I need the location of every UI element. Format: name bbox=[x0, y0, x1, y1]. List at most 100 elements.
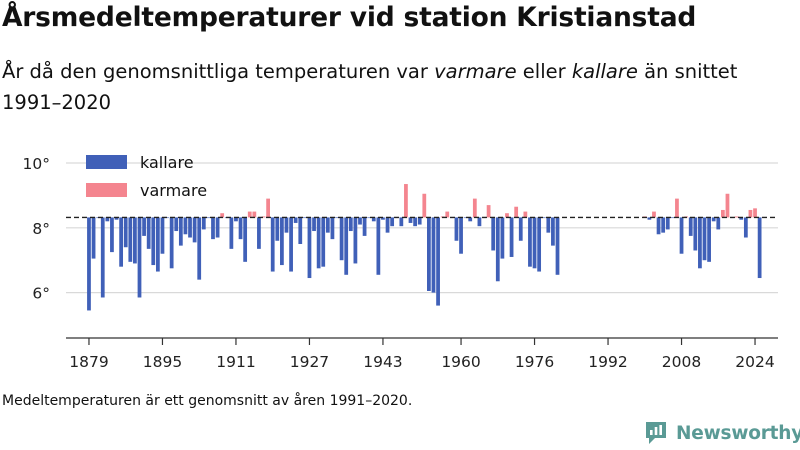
x-tick-label: 1895 bbox=[143, 353, 182, 371]
bar bbox=[211, 217, 215, 240]
bar bbox=[702, 217, 707, 261]
bar bbox=[509, 217, 514, 257]
x-tick-label: 1911 bbox=[216, 353, 255, 371]
bar bbox=[753, 208, 757, 218]
bar bbox=[321, 217, 326, 267]
bar bbox=[537, 217, 542, 272]
bar bbox=[339, 217, 344, 261]
bar bbox=[312, 217, 316, 232]
bar bbox=[675, 198, 679, 218]
bar bbox=[201, 217, 206, 230]
brand-name: Newsworthy bbox=[676, 422, 800, 444]
bar bbox=[385, 217, 390, 233]
bar bbox=[472, 198, 477, 218]
bar bbox=[734, 216, 739, 218]
bar bbox=[541, 217, 546, 219]
bar bbox=[647, 217, 652, 220]
bar bbox=[376, 217, 381, 275]
bar bbox=[234, 217, 238, 222]
bar bbox=[206, 217, 211, 219]
bar bbox=[289, 217, 293, 272]
bar bbox=[325, 217, 330, 233]
bar bbox=[252, 211, 257, 218]
bar bbox=[257, 217, 261, 249]
bar bbox=[514, 206, 519, 218]
bar bbox=[155, 217, 160, 272]
x-tick-label: 1960 bbox=[441, 353, 480, 371]
bar bbox=[358, 217, 362, 225]
bar bbox=[454, 217, 459, 241]
bar bbox=[422, 193, 427, 218]
bar bbox=[119, 217, 124, 267]
bar bbox=[427, 217, 431, 291]
legend: kallare varmare bbox=[86, 153, 207, 200]
bar bbox=[183, 217, 188, 235]
legend-label-colder: kallare bbox=[140, 153, 194, 172]
x-tick-label: 2024 bbox=[735, 353, 774, 371]
bar bbox=[146, 217, 151, 249]
bar bbox=[477, 217, 482, 227]
bar bbox=[495, 217, 500, 282]
bar bbox=[532, 217, 537, 269]
bar bbox=[197, 217, 202, 280]
bar bbox=[711, 217, 716, 222]
bar bbox=[367, 217, 372, 219]
bar bbox=[280, 217, 284, 266]
y-tick-label: 6° bbox=[32, 285, 50, 303]
bar bbox=[137, 217, 142, 298]
bar bbox=[160, 217, 165, 254]
subtitle-warm-word: varmare bbox=[434, 60, 517, 83]
bar bbox=[174, 217, 179, 232]
bar bbox=[133, 217, 137, 264]
bar bbox=[169, 217, 174, 269]
bar bbox=[528, 217, 532, 267]
bar bbox=[215, 217, 220, 238]
bar bbox=[546, 217, 551, 233]
chart-subtitle: År då den genomsnittliga temperaturen va… bbox=[2, 56, 782, 118]
bar bbox=[142, 217, 146, 236]
bar bbox=[165, 217, 169, 219]
bar bbox=[220, 213, 225, 218]
bar bbox=[720, 209, 725, 218]
bar bbox=[688, 217, 693, 236]
bar bbox=[293, 217, 298, 223]
x-tick-label: 2008 bbox=[662, 353, 701, 371]
bar bbox=[284, 217, 289, 233]
bar bbox=[445, 211, 450, 218]
bar bbox=[463, 217, 468, 219]
newsworthy-logo-icon bbox=[646, 422, 666, 444]
bar bbox=[151, 217, 156, 266]
bar bbox=[238, 217, 243, 240]
bar bbox=[757, 217, 762, 279]
bar bbox=[408, 217, 413, 223]
subtitle-cold-word: kallare bbox=[571, 60, 638, 83]
legend-swatch-colder bbox=[86, 155, 127, 169]
chart-title: Årsmedeltemperaturer vid station Kristia… bbox=[2, 2, 697, 33]
bar bbox=[353, 217, 358, 264]
brand-logo: Newsworthy bbox=[644, 418, 800, 448]
bar bbox=[335, 217, 339, 219]
bar bbox=[679, 217, 684, 254]
bar bbox=[404, 184, 408, 218]
bar bbox=[243, 217, 248, 262]
bar bbox=[316, 217, 321, 269]
bar bbox=[670, 217, 675, 219]
bar bbox=[100, 217, 105, 298]
bar bbox=[381, 217, 385, 220]
bar bbox=[178, 217, 183, 246]
x-tick-label: 1992 bbox=[588, 353, 627, 371]
bar bbox=[105, 217, 110, 222]
bar bbox=[307, 217, 312, 279]
x-tick-label: 1943 bbox=[363, 353, 402, 371]
bar bbox=[261, 216, 266, 218]
bar bbox=[229, 217, 234, 249]
x-tick-label: 1879 bbox=[69, 353, 108, 371]
bar bbox=[698, 217, 702, 269]
subtitle-part2: eller bbox=[516, 60, 572, 83]
bar bbox=[330, 217, 335, 240]
bar bbox=[693, 217, 698, 251]
legend-swatch-warmer bbox=[86, 183, 127, 197]
bar bbox=[555, 217, 560, 275]
bar bbox=[344, 217, 349, 275]
